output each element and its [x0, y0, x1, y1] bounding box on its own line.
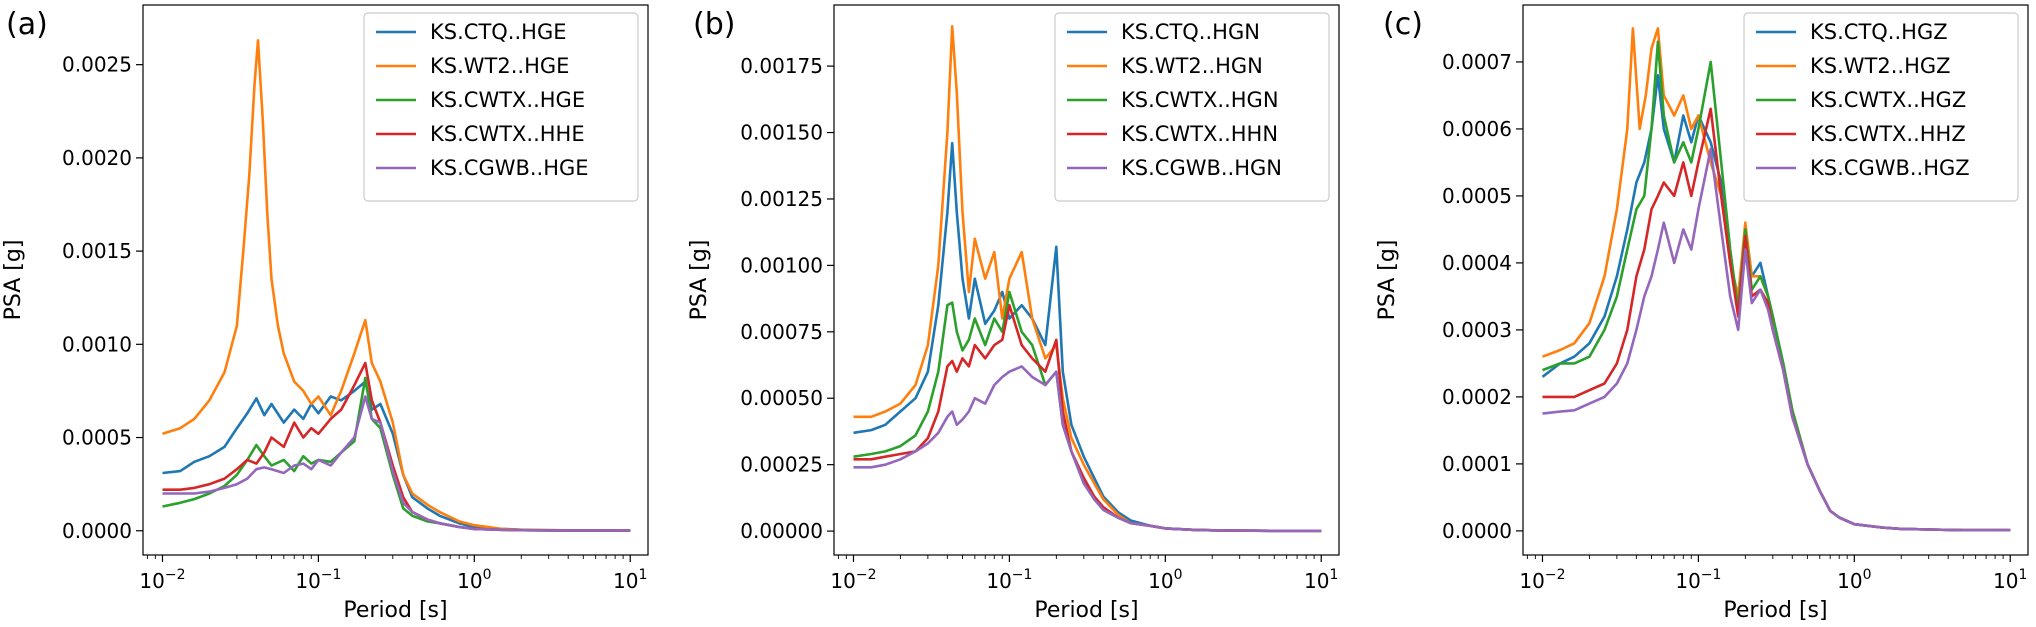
panel-b: 10−2 10−1 100 101 0.00000 0.00025 0.00050 0.000…: [687, 4, 1340, 623]
legend-label: KS.CWTX..HHZ: [1810, 122, 1966, 146]
series-line-KS.WT2..HGE: [162, 39, 631, 532]
series-line-KS.CGWB..HGZ: [1542, 147, 2011, 532]
legend: KS.CTQ..HGN KS.WT2..HGN KS.CWTX..HGN KS.CWT…: [1054, 12, 1330, 202]
legend-label: KS.CTQ..HGZ: [1810, 20, 1948, 44]
y-tick-label: 0.0000: [62, 519, 132, 543]
y-tick-label: 0.0003: [1442, 318, 1512, 342]
x-tick-label: 101: [613, 567, 647, 593]
series-line-KS.CGWB..HGE: [162, 395, 631, 532]
y-tick-label: 0.00000: [740, 519, 823, 543]
y-tick-label: 0.0000: [1442, 519, 1512, 543]
y-tick-label: 0.0005: [62, 426, 132, 450]
panel-c: 10−2 10−1 100 101 0.0000 0.0001 0.0002 0.0003 0.…: [1375, 4, 2029, 623]
series-line-KS.CWTX..HGE: [162, 376, 631, 532]
y-tick-label: 0.0005: [1442, 184, 1512, 208]
x-tick-label: 10−2: [139, 567, 185, 593]
series-line-KS.CWTX..HGN: [853, 290, 1322, 533]
x-axis-label: Period [s]: [343, 598, 447, 623]
legend-label: KS.CGWB..HGN: [1121, 156, 1282, 180]
series-group: [162, 39, 631, 532]
panel-letter: (c): [1383, 7, 1423, 42]
panel-letter: (a): [6, 7, 48, 42]
legend: KS.CTQ..HGZ KS.WT2..HGZ KS.CWTX..HGZ KS.CWT…: [1743, 12, 2019, 202]
y-axis-label: PSA [g]: [687, 240, 712, 321]
x-axis-label: Period [s]: [1034, 598, 1138, 623]
y-tick-label: 0.0015: [62, 239, 132, 263]
y-tick-label: 0.0002: [1442, 385, 1512, 409]
legend: KS.CTQ..HGE KS.WT2..HGE KS.CWTX..HGE KS.CWT…: [363, 12, 639, 202]
x-tick-label: 10−1: [295, 567, 341, 593]
x-tick-label: 101: [1304, 567, 1338, 593]
legend-label: KS.CGWB..HGZ: [1810, 156, 1970, 180]
panel-letter: (b): [693, 7, 735, 42]
legend-label: KS.CTQ..HGE: [430, 20, 566, 44]
series-line-KS.CGWB..HGN: [853, 365, 1322, 533]
y-tick-label: 0.0025: [62, 53, 132, 77]
x-tick-label: 100: [1148, 567, 1182, 593]
legend-box: [1743, 12, 2019, 202]
legend-label: KS.CWTX..HHE: [430, 122, 585, 146]
legend-label: KS.WT2..HGZ: [1810, 54, 1951, 78]
y-tick-label: 0.00175: [740, 54, 823, 78]
x-tick-label: 10−2: [1519, 567, 1565, 593]
y-tick-label: 0.00125: [740, 187, 823, 211]
x-tick-label: 100: [1837, 567, 1871, 593]
y-tick-label: 0.0004: [1442, 251, 1512, 275]
series-group: [1541, 27, 2011, 532]
panel-a: 10−2 10−1 100 101 0.0000 0.0005 0.0010 0.0015 0.…: [1, 4, 649, 623]
y-tick-label: 0.00075: [740, 320, 823, 344]
series-line-KS.CTQ..HGE: [162, 380, 631, 532]
legend-label: KS.CGWB..HGE: [430, 156, 589, 180]
x-tick-label: 10−1: [986, 567, 1032, 593]
legend-label: KS.CWTX..HGN: [1121, 88, 1279, 112]
x-tick-label: 100: [457, 567, 491, 593]
y-tick-label: 0.0001: [1442, 452, 1512, 476]
y-tick-label: 0.00100: [740, 253, 823, 277]
legend-label: KS.CWTX..HGZ: [1810, 88, 1966, 112]
x-tick-label: 10−1: [1675, 567, 1721, 593]
x-axis-label: Period [s]: [1723, 598, 1827, 623]
legend-label: KS.WT2..HGE: [430, 54, 569, 78]
x-tick-label: 10−2: [830, 567, 876, 593]
legend-box: [1054, 12, 1330, 202]
legend-label: KS.CWTX..HGE: [430, 88, 585, 112]
legend-label: KS.CTQ..HGN: [1121, 20, 1260, 44]
y-tick-label: 0.00025: [740, 453, 823, 477]
y-tick-label: 0.0010: [62, 332, 132, 356]
y-tick-label: 0.00150: [740, 121, 823, 145]
plot-frame: [833, 4, 1340, 556]
y-axis-label: PSA [g]: [1, 240, 26, 321]
series-group: [853, 24, 1322, 533]
y-tick-label: 0.0007: [1442, 50, 1512, 74]
x-tick-label: 101: [1993, 567, 2027, 593]
plot-frame: [142, 4, 649, 556]
legend-label: KS.CWTX..HHN: [1121, 122, 1278, 146]
y-tick-label: 0.00050: [740, 386, 823, 410]
plot-frame: [1522, 4, 2029, 556]
legend-label: KS.WT2..HGN: [1121, 54, 1263, 78]
y-tick-label: 0.0006: [1442, 117, 1512, 141]
legend-box: [363, 12, 639, 202]
y-tick-label: 0.0020: [62, 146, 132, 170]
y-axis-label: PSA [g]: [1375, 240, 1400, 321]
